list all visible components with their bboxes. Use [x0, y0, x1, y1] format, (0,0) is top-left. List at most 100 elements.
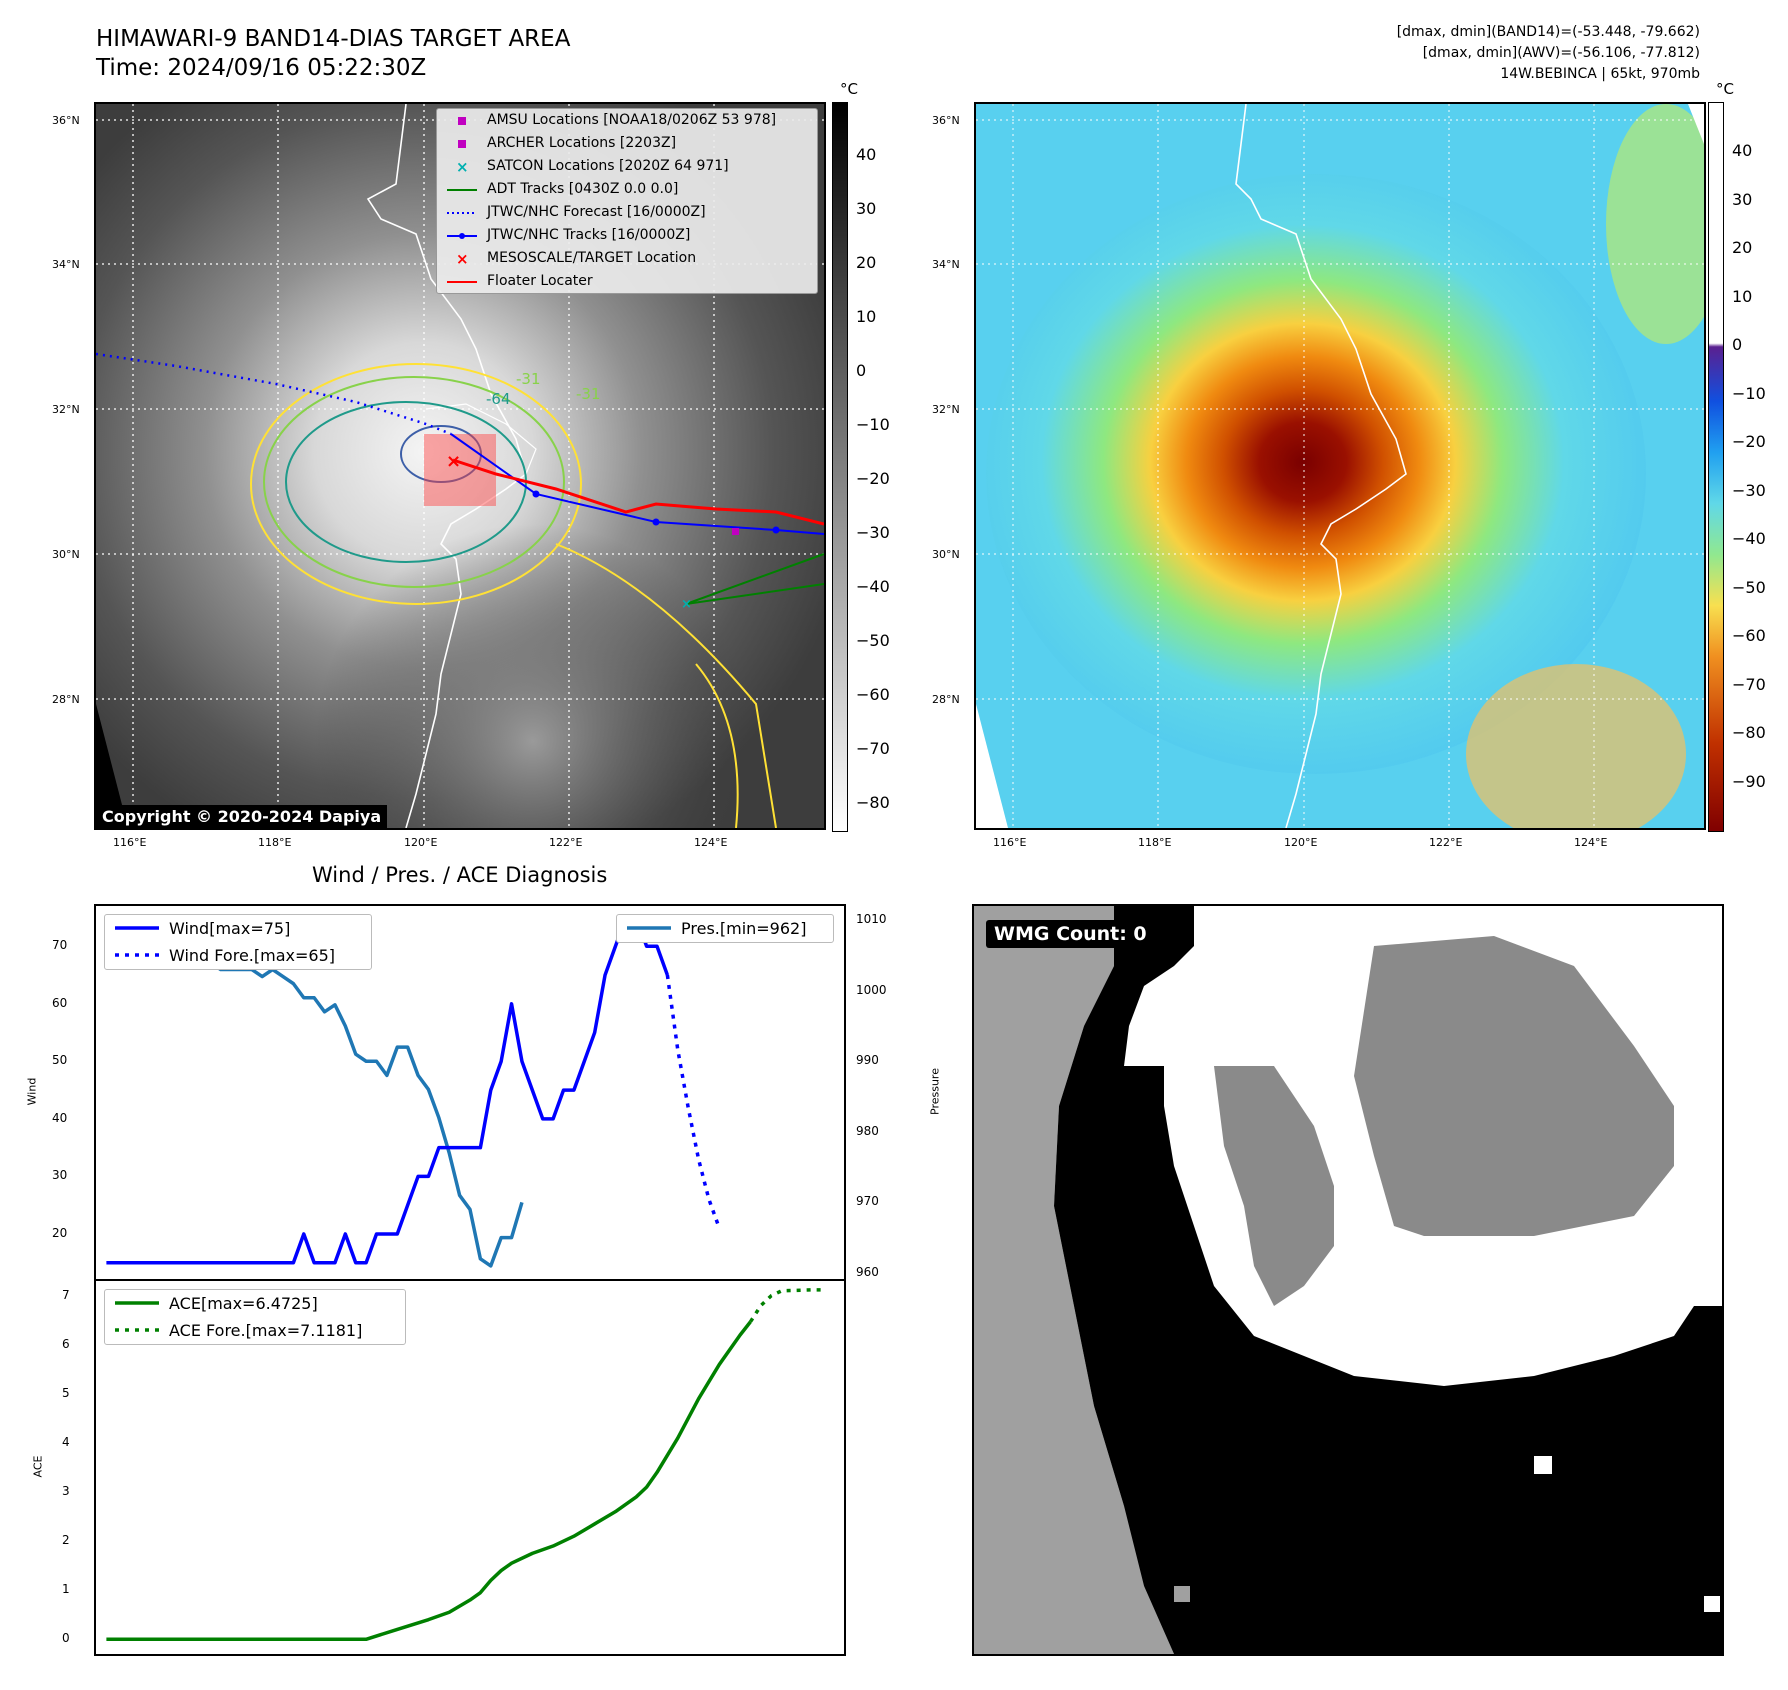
svg-text:×: ×: [456, 158, 469, 176]
color-colorbar-tick: −40: [1732, 529, 1766, 548]
map-legend-item: ARCHER Locations [2203Z]: [437, 132, 817, 155]
color-colorbar-tick: 0: [1732, 335, 1743, 354]
wind-ytick: 60: [52, 995, 68, 1010]
pressure-legend: Pres.[min=962]: [616, 914, 834, 943]
lat-tick-label: 36°N: [52, 114, 80, 127]
color-colorbar-unit: °C: [1716, 80, 1734, 98]
wmg-mask-image: [974, 906, 1722, 1654]
lon-tick-label: 116°E: [113, 836, 147, 849]
pressure-ytick: 1010: [856, 912, 887, 927]
legend-label: AMSU Locations [NOAA18/0206Z 53 978]: [487, 112, 777, 128]
wmg-panel: WMG Count: 0: [972, 904, 1724, 1656]
color-colorbar-tick: −30: [1732, 480, 1766, 500]
legend-line-icon: [447, 281, 477, 283]
legend-ace: ACE[max=6.4725]: [169, 1294, 318, 1313]
legend-linedot-icon: [447, 233, 477, 239]
contour-label-31b: -31: [576, 385, 601, 403]
gray-colorbar-tick: −30: [856, 523, 890, 542]
lon-tick-label: 122°E: [549, 836, 583, 849]
legend-wind: Wind[max=75]: [169, 919, 291, 938]
legend-label: ADT Tracks [0430Z 0.0 0.0]: [487, 181, 679, 197]
stats-band14: [dmax, dmin](BAND14)=(-53.448, -79.662): [1396, 24, 1700, 40]
lat-tick-label: 30°N: [52, 548, 80, 561]
ace-legend: ACE[max=6.4725] ACE Fore.[max=7.1181]: [104, 1289, 406, 1345]
wind-ytick: 50: [52, 1053, 68, 1068]
wind-legend: Wind[max=75] Wind Fore.[max=65]: [104, 914, 372, 970]
gray-colorbar-tick: 10: [856, 307, 877, 326]
map-legend-item: × SATCON Locations [2020Z 64 971]: [437, 155, 817, 178]
adt-track: [685, 553, 824, 605]
ace-ytick: 4: [62, 1434, 70, 1449]
ace-ytick: 7: [62, 1287, 70, 1302]
color-colorbar: [1708, 102, 1724, 832]
ace-chart: [94, 1279, 846, 1656]
svg-text:×: ×: [681, 597, 692, 612]
contour-label-64: -64: [486, 390, 511, 408]
ace-ytick: 0: [62, 1631, 70, 1646]
gray-colorbar-tick: −60: [856, 685, 890, 704]
figure-time: Time: 2024/09/16 05:22:30Z: [96, 55, 427, 81]
lat-tick-label: 36°N: [932, 114, 960, 127]
legend-square-icon: [458, 117, 466, 125]
legend-x-icon: ×: [456, 158, 469, 176]
color-colorbar-tick: −80: [1732, 723, 1766, 742]
lat-tick-label: 34°N: [52, 258, 80, 271]
color-colorbar-tick: −50: [1732, 577, 1766, 597]
pressure-ytick: 990: [856, 1053, 879, 1068]
gray-colorbar-tick: 20: [856, 253, 877, 272]
awv-map-image: [976, 104, 1704, 828]
legend-ace-forecast: ACE Fore.[max=7.1181]: [169, 1321, 363, 1340]
color-colorbar-tick: 20: [1732, 238, 1753, 257]
lat-tick-label: 28°N: [52, 693, 80, 706]
legend-dotted-icon: [447, 212, 477, 214]
series-line-0: [106, 1320, 752, 1642]
gray-colorbar-tick: −20: [856, 469, 890, 488]
gray-colorbar-tick: 0: [856, 361, 867, 380]
map-legend: AMSU Locations [NOAA18/0206Z 53 978] ARCH…: [436, 108, 818, 294]
legend-line-icon: [447, 189, 477, 191]
diagnosis-title: Wind / Pres. / ACE Diagnosis: [312, 863, 608, 887]
contour-label-31a: -31: [516, 370, 541, 388]
lon-tick-label: 124°E: [1574, 836, 1608, 849]
pressure-ytick: 960: [856, 1264, 879, 1279]
pressure-ytick: 1000: [856, 982, 887, 997]
lon-tick-label: 120°E: [404, 836, 438, 849]
series-line-2: [104, 919, 524, 1268]
lat-tick-label: 28°N: [932, 693, 960, 706]
ace-ytick: 5: [62, 1385, 70, 1400]
ace-ylabel: ACE: [31, 1455, 45, 1478]
map-legend-item: JTWC/NHC Forecast [16/0000Z]: [437, 201, 817, 224]
legend-label: JTWC/NHC Forecast [16/0000Z]: [487, 204, 706, 220]
gray-colorbar: [832, 102, 848, 832]
ace-ytick: 3: [62, 1484, 70, 1499]
figure-title: HIMAWARI-9 BAND14-DIAS TARGET AREA: [96, 26, 571, 52]
lon-tick-label: 116°E: [993, 836, 1027, 849]
wmg-count-badge: WMG Count: 0: [986, 920, 1155, 948]
wind-ytick: 20: [52, 1225, 68, 1240]
map-legend-item: × MESOSCALE/TARGET Location: [437, 247, 817, 270]
color-colorbar-tick: −10: [1732, 383, 1766, 403]
svg-text:×: ×: [446, 451, 461, 472]
legend-label: SATCON Locations [2020Z 64 971]: [487, 158, 729, 174]
legend-wind-forecast: Wind Fore.[max=65]: [169, 946, 335, 965]
map-legend-item: AMSU Locations [NOAA18/0206Z 53 978]: [437, 109, 817, 132]
color-colorbar-tick: −60: [1732, 626, 1766, 645]
gray-colorbar-tick: −50: [856, 631, 890, 650]
color-colorbar-tick: 30: [1732, 189, 1753, 209]
color-colorbar-tick: −20: [1732, 432, 1766, 451]
amsu-marker: [732, 528, 739, 535]
wind-ytick: 70: [52, 938, 68, 953]
ace-ytick: 2: [62, 1533, 70, 1548]
copyright-text: Copyright © 2020-2024 Dapiya: [96, 805, 388, 828]
legend-x-icon: ×: [456, 250, 469, 268]
awv-map-panel: [974, 102, 1706, 830]
series-line-0: [106, 915, 670, 1265]
legend-pressure: Pres.[min=962]: [681, 919, 807, 938]
wind-ytick: 30: [52, 1168, 68, 1183]
wind-ylabel: Wind: [25, 1077, 39, 1106]
ir-map-panel: -64 -31 -31 × × AMSU Locations [NOAA18/0…: [94, 102, 826, 830]
lat-tick-label: 32°N: [932, 403, 960, 416]
lon-tick-label: 120°E: [1284, 836, 1318, 849]
gray-colorbar-tick: −10: [856, 415, 890, 434]
ace-ytick: 1: [62, 1582, 70, 1597]
